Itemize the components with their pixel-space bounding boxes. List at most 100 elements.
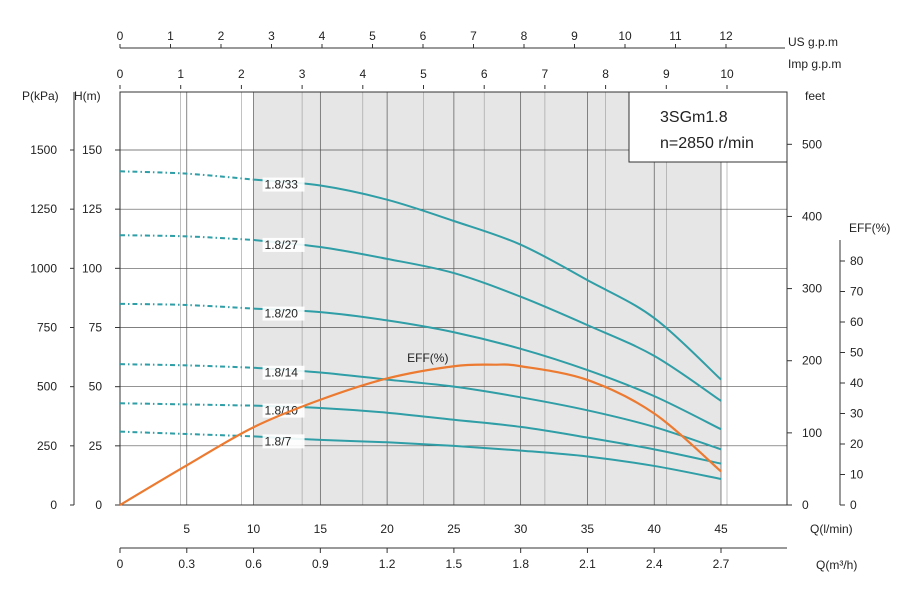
- imp-gpm-tick-label: 5: [420, 67, 427, 81]
- q-m3h-tick-label: 0: [117, 557, 124, 571]
- q-m3h-axis-title: Q(m³/h): [816, 558, 857, 572]
- eff-tick-label: 70: [850, 285, 864, 299]
- eff-tick-label: 40: [850, 376, 864, 390]
- curve-1.8/10-dashed: [119, 402, 254, 407]
- chart-subtitle: n=2850 r/min: [660, 135, 754, 152]
- us-gpm-tick-label: 6: [420, 29, 427, 43]
- q-m3h-tick-label: 0.3: [178, 557, 195, 571]
- us-gpm-tick-label: 5: [369, 29, 376, 43]
- head-tick-label: 25: [89, 439, 103, 453]
- feet-tick-label: 0: [802, 498, 809, 512]
- curve-1.8/33: [253, 178, 722, 381]
- curve-label-bg: [262, 306, 305, 321]
- us-gpm-tick-label: 4: [319, 29, 326, 43]
- plot-frame: [119, 91, 788, 506]
- us-gpm-tick-label: 0: [117, 29, 124, 43]
- us-gpm-tick-label: 9: [571, 29, 578, 43]
- head-tick-label: 0: [95, 498, 102, 512]
- pressure-axis-title: P(kPa): [22, 89, 59, 103]
- curve-1.8/14: [253, 366, 722, 451]
- feet-tick-label: 300: [802, 282, 822, 296]
- q-lmin-tick-label: 30: [514, 522, 528, 536]
- curve-label-bg: [262, 177, 305, 192]
- curve-label-1.8/27: 1.8/27: [265, 238, 299, 252]
- head-axis-title: H(m): [74, 89, 101, 103]
- imp-gpm-axis-title: Imp g.p.m: [788, 57, 841, 71]
- imp-gpm-tick-label: 7: [542, 67, 549, 81]
- eff-curve-label: EFF(%): [407, 351, 448, 365]
- title-box: 3SGm1.8 n=2850 r/min: [628, 91, 788, 163]
- q-lmin-tick-label: 40: [648, 522, 662, 536]
- q-lmin-tick-label: 45: [714, 522, 728, 536]
- q-m3h-tick-label: 1.5: [446, 557, 463, 571]
- q-lmin-tick-label: 35: [581, 522, 595, 536]
- us-gpm-tick-label: 12: [719, 29, 733, 43]
- eff-curve: [119, 363, 722, 506]
- q-lmin-tick-label: 25: [447, 522, 461, 536]
- q-m3h-tick-label: 1.2: [379, 557, 396, 571]
- imp-gpm-tick-label: 9: [663, 67, 670, 81]
- curve-label-1.8/7: 1.8/7: [265, 434, 292, 448]
- imp-gpm-tick-label: 10: [720, 67, 734, 81]
- feet-tick-label: 100: [802, 426, 822, 440]
- feet-tick-label: 500: [802, 137, 822, 151]
- curve-1.8/27-dashed: [119, 234, 254, 241]
- curve-1.8/14-dashed: [119, 363, 254, 369]
- eff-tick-label: 80: [850, 254, 864, 268]
- us-gpm-tick-label: 1: [167, 29, 174, 43]
- q-m3h-tick-label: 2.4: [646, 557, 663, 571]
- curve-label-1.8/20: 1.8/20: [265, 307, 299, 321]
- eff-tick-label: 0: [850, 498, 857, 512]
- curve-label-1.8/14: 1.8/14: [265, 366, 299, 380]
- imp-gpm-tick-label: 3: [299, 67, 306, 81]
- eff-tick-label: 60: [850, 315, 864, 329]
- us-gpm-axis-title: US g.p.m: [788, 35, 838, 49]
- curve-1.8/7: [253, 435, 722, 480]
- curve-label-1.8/33: 1.8/33: [265, 178, 299, 192]
- us-gpm-tick-label: 3: [268, 29, 275, 43]
- imp-gpm-tick-label: 2: [238, 67, 245, 81]
- head-tick-label: 125: [82, 202, 102, 216]
- curve-label-bg: [262, 434, 305, 449]
- curve-1.8/7-dashed: [119, 430, 254, 438]
- q-lmin-tick-label: 10: [247, 522, 261, 536]
- head-tick-label: 50: [89, 380, 103, 394]
- eff-tick-label: 10: [850, 468, 864, 482]
- imp-gpm-tick-label: 4: [359, 67, 366, 81]
- us-gpm-tick-label: 10: [618, 29, 632, 43]
- curve-1.8/20: [253, 307, 722, 431]
- imp-gpm-tick-label: 6: [481, 67, 488, 81]
- pressure-tick-label: 1000: [30, 261, 57, 275]
- curve-1.8/10: [253, 404, 722, 465]
- us-gpm-tick-label: 2: [218, 29, 225, 43]
- head-tick-label: 150: [82, 143, 102, 157]
- eff-tick-label: 30: [850, 407, 864, 421]
- us-gpm-tick-label: 11: [669, 29, 682, 43]
- us-gpm-tick-label: 7: [470, 29, 477, 43]
- eff-tick-label: 20: [850, 437, 864, 451]
- eff-axis-title: EFF(%): [849, 221, 890, 235]
- pressure-tick-label: 1250: [30, 202, 57, 216]
- q-m3h-tick-label: 0.6: [245, 557, 262, 571]
- imp-gpm-tick-label: 8: [602, 67, 609, 81]
- q-m3h-tick-label: 1.8: [512, 557, 529, 571]
- curves: 1.8/33 1.8/27 1.8/20 1.8/14 1.8/10 1.8/7 EFF(%…: [119, 170, 722, 506]
- pressure-tick-label: 500: [37, 380, 57, 394]
- curve-1.8/20-dashed: [119, 302, 254, 310]
- feet-tick-label: 400: [802, 209, 822, 223]
- imp-gpm-tick-label: 1: [177, 67, 184, 81]
- q-lmin-tick-label: 5: [183, 522, 190, 536]
- us-gpm-tick-label: 8: [521, 29, 528, 43]
- q-m3h-tick-label: 2.1: [579, 557, 596, 571]
- pressure-tick-label: 750: [37, 321, 57, 335]
- curve-1.8/33-dashed: [119, 170, 254, 181]
- curve-label-bg: [262, 365, 305, 380]
- feet-axis-title: feet: [805, 89, 826, 103]
- q-lmin-axis-title: Q(l/min): [810, 522, 853, 536]
- q-m3h-tick-label: 2.7: [713, 557, 730, 571]
- q-lmin-tick-label: 15: [314, 522, 328, 536]
- imp-gpm-tick-label: 0: [117, 67, 124, 81]
- pressure-tick-label: 1500: [30, 143, 57, 157]
- curve-label-bg: [262, 237, 305, 252]
